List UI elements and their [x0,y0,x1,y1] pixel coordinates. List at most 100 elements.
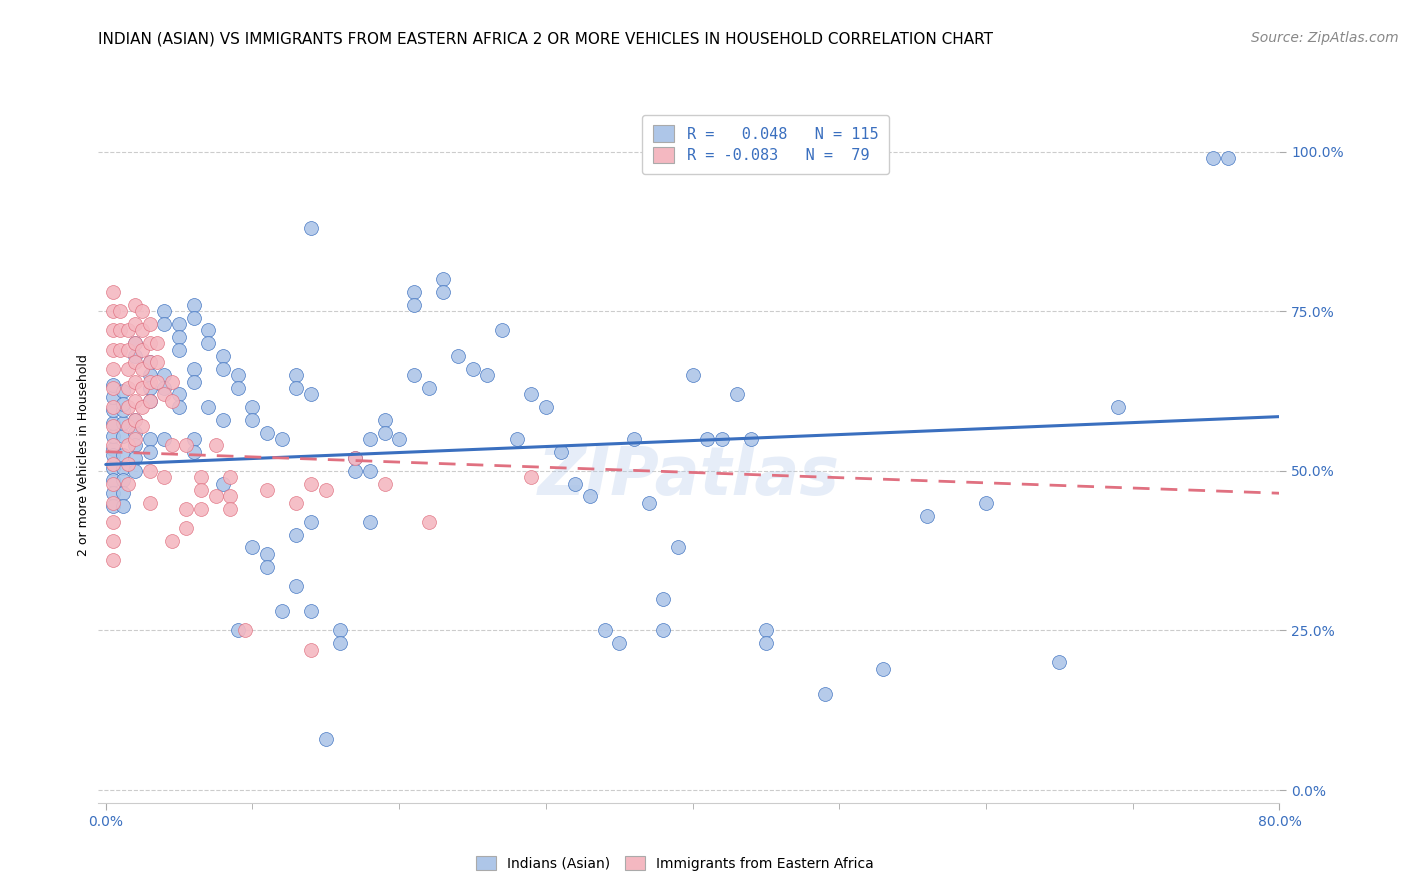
Point [153,368,176,383]
Point [666,541,689,555]
Point [139,444,162,458]
Point [146,355,169,369]
Point [124,451,146,466]
Point [402,285,425,300]
Point [285,381,308,395]
Point [153,470,176,484]
Point [101,416,124,430]
Point [315,731,337,746]
Text: ZIPatlas: ZIPatlas [538,442,839,508]
Point [299,476,322,491]
Point [373,425,395,440]
Point [124,375,146,389]
Point [1202,151,1225,165]
Point [112,429,135,443]
Point [131,381,153,395]
Point [299,387,322,401]
Point [112,460,135,475]
Point [117,323,139,337]
Point [139,375,162,389]
Point [139,393,162,408]
Point [101,343,124,357]
Point [167,343,190,357]
Point [176,438,198,452]
Point [153,381,176,395]
Point [124,355,146,369]
Point [682,368,704,383]
Point [285,579,308,593]
Point [101,460,124,475]
Point [101,499,124,513]
Point [190,483,212,497]
Point [652,591,675,606]
Point [101,474,124,488]
Point [418,381,440,395]
Point [974,496,997,510]
Point [520,387,543,401]
Point [204,490,226,504]
Point [373,413,395,427]
Point [256,559,278,574]
Point [593,624,616,638]
Point [139,317,162,331]
Point [112,448,135,462]
Point [183,361,205,376]
Point [139,464,162,478]
Point [131,304,153,318]
Point [131,419,153,434]
Point [285,527,308,541]
Point [359,515,381,529]
Y-axis label: 2 or more Vehicles in Household: 2 or more Vehicles in Household [77,354,90,556]
Point [299,221,322,235]
Point [101,403,124,417]
Point [117,400,139,414]
Point [1216,151,1239,165]
Point [219,502,242,516]
Legend: R =   0.048   N = 115, R = -0.083   N =  79: R = 0.048 N = 115, R = -0.083 N = 79 [643,115,889,174]
Point [637,496,659,510]
Point [329,636,352,650]
Point [373,476,395,491]
Point [183,375,205,389]
Point [124,413,146,427]
Point [101,442,124,456]
Point [117,361,139,376]
Point [101,323,124,337]
Point [139,355,162,369]
Point [117,343,139,357]
Point [755,636,778,650]
Point [124,317,146,331]
Point [101,429,124,443]
Point [160,393,183,408]
Point [256,547,278,561]
Point [190,470,212,484]
Point [740,432,762,446]
Point [117,419,139,434]
Point [167,400,190,414]
Point [710,432,733,446]
Point [197,323,219,337]
Point [212,349,235,363]
Point [153,317,176,331]
Point [167,317,190,331]
Point [101,381,124,395]
Point [146,336,169,351]
Point [344,451,367,466]
Point [139,381,162,395]
Point [652,624,675,638]
Point [447,349,470,363]
Point [432,285,454,300]
Point [359,432,381,446]
Point [491,323,513,337]
Legend: Indians (Asian), Immigrants from Eastern Africa: Indians (Asian), Immigrants from Eastern… [470,850,880,876]
Point [112,474,135,488]
Point [344,451,367,466]
Point [124,336,146,351]
Point [153,304,176,318]
Point [160,375,183,389]
Point [550,444,572,458]
Point [139,496,162,510]
Point [153,432,176,446]
Point [101,448,124,462]
Point [256,425,278,440]
